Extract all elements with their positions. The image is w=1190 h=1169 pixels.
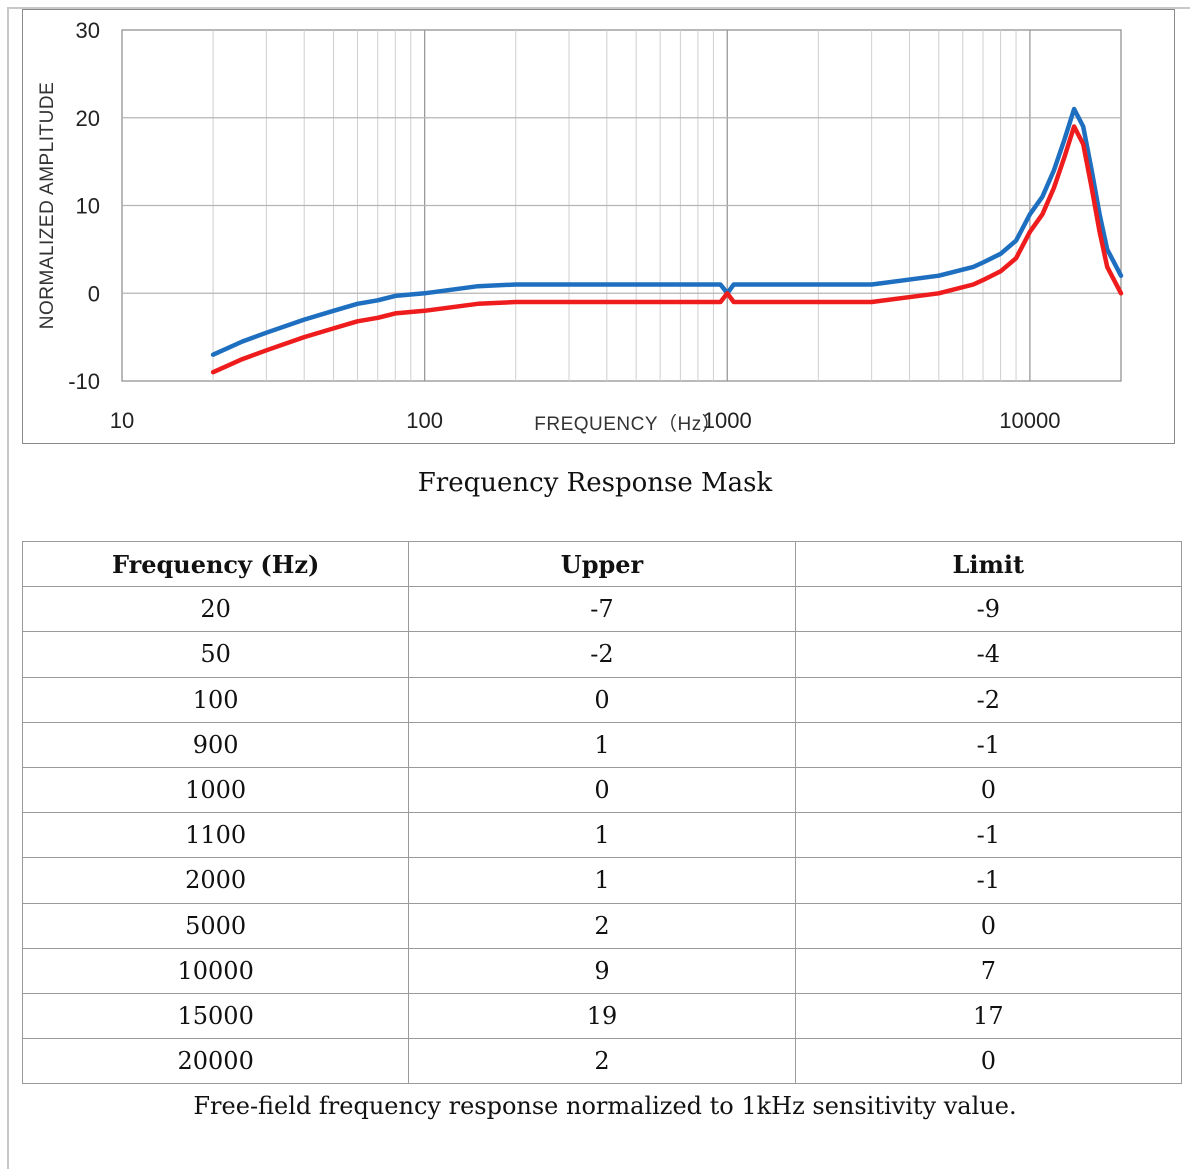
table-cell: 19 <box>408 992 796 1040</box>
y-tick-label: 10 <box>76 194 100 219</box>
table-cell: 1000 <box>21 766 410 814</box>
table-body: 20 -7 -9 50 -2 -4 100 0 -2 900 1 -1 1000 0 0 1100 1 -1 200… <box>21 586 1183 1085</box>
x-tick-label: 10000 <box>999 408 1060 433</box>
table-cell: 20000 <box>21 1038 410 1085</box>
table-cell: -2 <box>794 676 1183 723</box>
table-row: 900 1 -1 <box>21 721 1183 768</box>
table-cell: 0 <box>794 1038 1183 1085</box>
x-tick-label: 1000 <box>703 408 752 433</box>
page-frame <box>7 7 1190 1169</box>
table-cell: 2 <box>408 1038 796 1085</box>
table-cell: -1 <box>794 857 1183 904</box>
table-cell: -9 <box>794 586 1183 633</box>
frequency-table: Frequency (Hz) Upper Limit 20 -7 -9 50 -2 -4 100… <box>21 540 1183 1085</box>
x-tick-label: 100 <box>406 408 443 433</box>
lower-limit-line <box>210 124 1124 375</box>
table-cell: -1 <box>794 721 1183 768</box>
y-tick-label: -10 <box>68 369 100 394</box>
x-axis-title: FREQUENCY（Hz） <box>534 413 721 435</box>
x-tick-label: 10 <box>110 408 134 433</box>
table-cell: 0 <box>408 676 796 723</box>
table-header-row: Frequency (Hz) Upper Limit <box>21 540 1183 588</box>
table-row: 15000 19 17 <box>21 992 1183 1040</box>
table-row: 20000 2 0 <box>21 1038 1183 1085</box>
table-cell: -4 <box>794 631 1183 678</box>
table-cell: 1100 <box>21 812 410 859</box>
table-cell: 2 <box>408 902 796 949</box>
table-row: 50 -2 -4 <box>21 631 1183 678</box>
table-row: 10000 9 7 <box>21 947 1183 994</box>
chart-series <box>210 106 1124 375</box>
table-cell: -1 <box>794 812 1183 859</box>
table-row: 2000 1 -1 <box>21 857 1183 904</box>
table-cell: 0 <box>794 766 1183 814</box>
y-tick-label: 30 <box>76 18 100 43</box>
upper-limit-line <box>210 106 1124 357</box>
table-cell: 20 <box>21 586 410 633</box>
table-row: 1000 0 0 <box>21 766 1183 814</box>
table-cell: 2000 <box>21 857 410 904</box>
table-cell: 9 <box>408 947 796 994</box>
column-header: Upper <box>408 540 796 588</box>
table-footnote: Free-field frequency response normalized… <box>193 1092 1017 1120</box>
y-tick-label: 0 <box>88 281 100 306</box>
chart-container: 30 20 10 0 -10 10 100 1000 10000 NORMALIZED AMPL… <box>22 9 1175 444</box>
y-tick-label: 20 <box>76 106 100 131</box>
y-axis-title: NORMALIZED AMPLITUDE <box>37 82 58 330</box>
table-cell: 0 <box>794 902 1183 949</box>
table-row: 20 -7 -9 <box>21 586 1183 633</box>
table-cell: -2 <box>408 631 796 678</box>
column-header: Frequency (Hz) <box>21 540 410 588</box>
table-row: 1100 1 -1 <box>21 812 1183 859</box>
table-row: 100 0 -2 <box>21 676 1183 723</box>
table-cell: 100 <box>21 676 410 723</box>
table-cell: -7 <box>408 586 796 633</box>
table-cell: 17 <box>794 992 1183 1040</box>
table-cell: 15000 <box>21 992 410 1040</box>
table-cell: 7 <box>794 947 1183 994</box>
table-cell: 1 <box>408 812 796 859</box>
table-row: 5000 2 0 <box>21 902 1183 949</box>
table-cell: 1 <box>408 857 796 904</box>
table-cell: 10000 <box>21 947 410 994</box>
table-cell: 0 <box>408 766 796 814</box>
table-cell: 50 <box>21 631 410 678</box>
chart-title: Frequency Response Mask <box>417 468 773 498</box>
table-cell: 5000 <box>21 902 410 949</box>
table-cell: 900 <box>21 721 410 768</box>
chart-grid <box>121 29 1122 382</box>
table-cell: 1 <box>408 721 796 768</box>
column-header: Limit <box>794 540 1183 588</box>
